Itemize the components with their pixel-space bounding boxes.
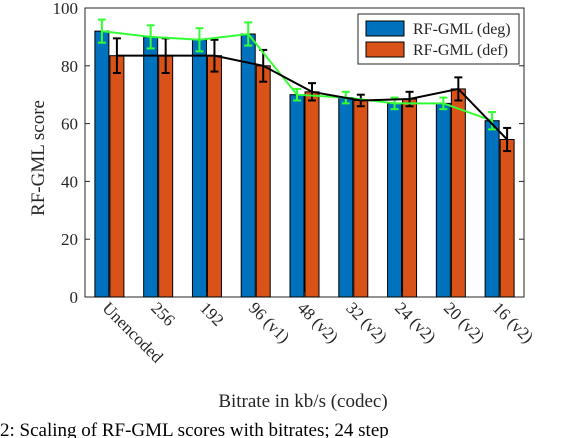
bar-def-5 (353, 99, 369, 298)
y-axis-label: RF-GML score (28, 100, 49, 216)
bar-deg-4 (289, 94, 305, 298)
plot-area (84, 7, 525, 298)
bar-deg-8 (484, 120, 500, 298)
x-tick-label: 48 (v2) (294, 298, 342, 346)
bar-def-6 (402, 98, 418, 298)
legend-swatch (365, 20, 405, 37)
x-tick-label: 24 (v2) (391, 298, 439, 346)
caption-text: 2: Scaling of RF-GML scores with bitrate… (0, 420, 389, 438)
x-tick-label: 16 (v2) (489, 298, 537, 346)
error-bar-deg-8 (488, 111, 497, 131)
x-tick-label: 20 (v2) (440, 298, 488, 346)
legend-swatch (365, 41, 405, 58)
x-tick-label: 32 (v2) (342, 298, 390, 346)
figure-caption: 2: Scaling of RF-GML scores with bitrate… (0, 420, 572, 438)
series-line-def (116, 54, 508, 141)
error-bar-deg-0 (97, 18, 106, 44)
series-line-deg (101, 30, 493, 122)
legend: RF-GML (deg) RF-GML (def) (357, 13, 520, 65)
y-axis-ticks: 0 20 40 60 80 100 (53, 0, 524, 307)
bar-deg-1 (143, 36, 159, 298)
y-tick-label: 100 (53, 0, 79, 18)
y-tick-label: 0 (70, 288, 79, 307)
legend-item-def: RF-GML (def) (365, 41, 508, 59)
bar-deg-5 (338, 97, 354, 298)
x-tick-label: 96 (v1) (245, 298, 293, 346)
bar-deg-7 (435, 102, 451, 298)
x-axis-label: Bitrate in kb/s (codec) (218, 391, 387, 412)
y-tick-label: 60 (61, 115, 78, 134)
bar-def-0 (109, 55, 125, 298)
bar-def-8 (499, 138, 515, 298)
bar-def-7 (450, 88, 466, 298)
y-tick-label: 40 (61, 172, 78, 191)
bar-deg-0 (94, 30, 110, 298)
trend-lines (101, 30, 508, 141)
y-tick-label: 80 (61, 57, 78, 76)
bar-def-1 (158, 55, 174, 298)
legend-item-deg: RF-GML (deg) (365, 20, 511, 38)
bar-def-3 (255, 65, 271, 298)
legend-label: RF-GML (def) (413, 42, 508, 59)
bar-deg-6 (387, 102, 403, 298)
bar-def-2 (206, 55, 222, 298)
y-tick-label: 20 (61, 230, 78, 249)
bar-deg-3 (240, 33, 256, 298)
x-tick-label: 256 (147, 298, 178, 329)
bar-def-4 (304, 91, 320, 298)
legend-label: RF-GML (deg) (413, 21, 511, 38)
bar-deg-2 (191, 39, 207, 298)
x-tick-label: 192 (196, 298, 227, 329)
